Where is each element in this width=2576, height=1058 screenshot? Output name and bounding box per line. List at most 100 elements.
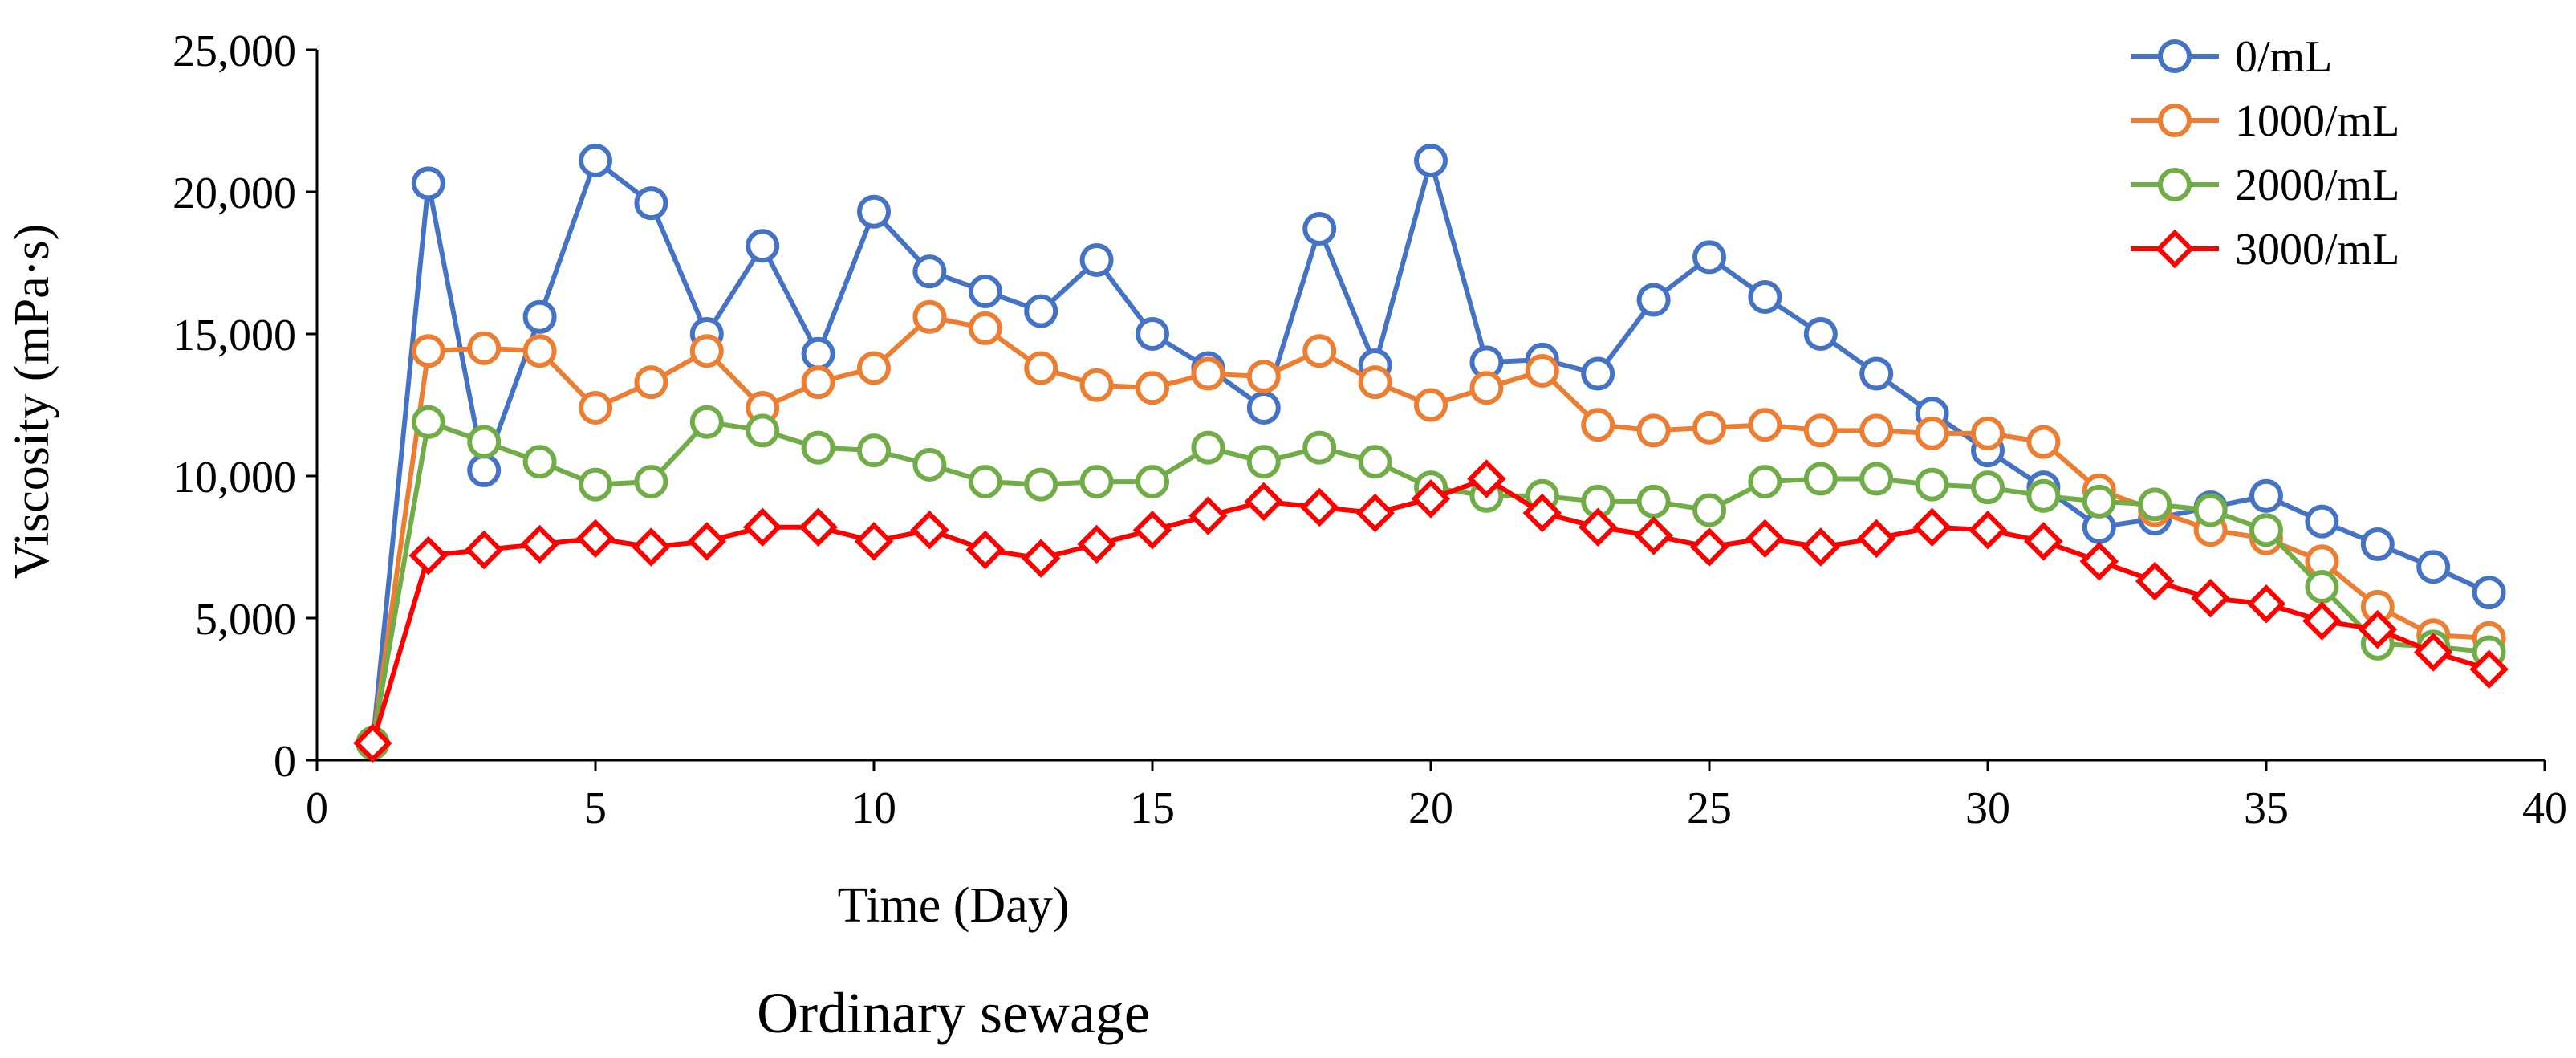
data-point-3000-per-ml	[2302, 601, 2342, 641]
data-point-1000-per-ml	[2026, 425, 2061, 459]
data-point-0-per-ml	[857, 194, 891, 229]
data-point-3000-per-ml	[687, 522, 727, 561]
data-point-1000-per-ml	[1748, 408, 1782, 442]
y-axis-title: Viscosity (mPa·s)	[5, 224, 59, 579]
data-point-2000-per-ml	[1915, 467, 1949, 502]
legend-label: 2000/mL	[2235, 161, 2399, 210]
data-point-2000-per-ml	[1803, 462, 1838, 496]
data-point-0-per-ml	[1636, 283, 1671, 317]
data-point-0-per-ml	[1692, 240, 1726, 275]
data-point-1000-per-ml	[1803, 413, 1838, 448]
data-point-2000-per-ml	[1024, 467, 1058, 502]
data-point-0-per-ml	[1136, 317, 1169, 351]
data-point-3000-per-ml	[798, 507, 838, 547]
data-point-2000-per-ml	[1859, 462, 1894, 496]
data-point-1000-per-ml	[689, 334, 724, 368]
data-point-0-per-ml	[968, 274, 1002, 308]
data-point-3000-per-ml	[1077, 524, 1116, 564]
data-point-1000-per-ml	[1302, 334, 1337, 368]
data-point-1000-per-ml	[634, 365, 668, 400]
data-point-0-per-ml	[1414, 144, 1448, 178]
x-tick-label: 0	[306, 783, 328, 833]
data-point-2000-per-ml	[2082, 484, 2116, 519]
data-point-1000-per-ml	[1692, 410, 1726, 445]
data-point-1000-per-ml	[1971, 416, 2005, 450]
data-point-3000-per-ml	[2024, 522, 2063, 561]
data-point-0-per-ml	[1803, 317, 1838, 351]
data-point-2000-per-ml	[411, 405, 445, 439]
data-point-2000-per-ml	[1692, 493, 1726, 527]
data-point-3000-per-ml	[965, 530, 1006, 570]
data-point-0-per-ml	[522, 299, 557, 334]
data-point-3000-per-ml	[2358, 609, 2398, 649]
data-point-2000-per-ml	[689, 405, 724, 439]
legend-label: 1000/mL	[2235, 96, 2399, 146]
chart-caption: Ordinary sewage	[757, 981, 1150, 1045]
series-line-1000-per-ml	[370, 314, 2489, 744]
data-point-2000-per-ml	[1636, 484, 1671, 519]
data-point-3000-per-ml	[2135, 561, 2175, 601]
data-point-0-per-ml	[801, 336, 835, 371]
data-point-1000-per-ml	[411, 334, 445, 368]
series-3000-per-ml	[353, 459, 2509, 763]
data-point-1000-per-ml	[1024, 351, 1058, 385]
data-point-1000-per-ml	[467, 331, 502, 365]
data-point-3000-per-ml	[1689, 527, 1729, 567]
data-point-1000-per-ml	[1079, 368, 1114, 402]
data-point-0-per-ml	[1024, 294, 1058, 328]
data-point-0-per-ml	[2472, 576, 2506, 610]
data-point-0-per-ml	[411, 166, 445, 201]
y-tick-label: 20,000	[173, 169, 296, 218]
data-point-2000-per-ml	[801, 430, 835, 465]
data-point-0-per-ml	[2416, 550, 2451, 584]
x-tick-label: 15	[1130, 783, 1175, 833]
data-point-0-per-ml	[467, 453, 502, 487]
legend-item-1000-per-ml: 1000/mL	[2131, 96, 2399, 146]
data-point-2000-per-ml	[1302, 430, 1337, 465]
data-point-2000-per-ml	[912, 447, 947, 482]
data-point-3000-per-ml	[742, 507, 782, 547]
data-point-2000-per-ml	[2249, 513, 2283, 547]
data-point-0-per-ml	[1302, 212, 1337, 246]
data-point-3000-per-ml	[2191, 578, 2230, 618]
data-point-3000-per-ml	[1411, 479, 1451, 519]
data-point-3000-per-ml	[464, 530, 504, 570]
data-point-3000-per-ml	[575, 519, 616, 559]
legend: 0/mL 1000/mL 2000/mL 3000/mL	[2131, 32, 2399, 275]
data-point-3000-per-ml	[1355, 493, 1395, 533]
data-point-3000-per-ml	[1132, 511, 1172, 550]
x-tick-labels: 0 5 10 15 20 25 30 35 40	[306, 783, 2567, 833]
legend-item-3000-per-ml: 3000/mL	[2131, 225, 2399, 275]
series-1000-per-ml	[356, 299, 2506, 760]
data-point-2000-per-ml	[968, 465, 1002, 499]
data-point-1000-per-ml	[1469, 371, 1504, 405]
data-point-0-per-ml	[2249, 478, 2283, 513]
data-point-3000-per-ml	[1856, 519, 1896, 559]
y-tick-label: 0	[274, 737, 296, 787]
x-tick-label: 35	[2244, 783, 2289, 833]
data-point-2000-per-ml	[1971, 470, 2005, 505]
data-point-3000-per-ml	[632, 527, 671, 567]
data-point-3000-per-ml	[1634, 516, 1673, 555]
data-point-2000-per-ml	[522, 445, 557, 479]
legend-swatch-marker	[2158, 168, 2192, 201]
data-point-0-per-ml	[1748, 279, 1782, 314]
data-point-3000-per-ml	[1578, 507, 1618, 547]
data-point-2000-per-ml	[2193, 493, 2228, 527]
data-point-1000-per-ml	[1136, 371, 1169, 405]
series-layer	[353, 144, 2509, 763]
data-point-3000-per-ml	[910, 511, 949, 550]
x-tick-label: 25	[1687, 783, 1732, 833]
x-tick-label: 30	[1965, 783, 2010, 833]
legend-swatch-marker	[2158, 39, 2192, 73]
data-point-1000-per-ml	[1246, 360, 1281, 394]
legend-swatch-marker	[2158, 104, 2192, 137]
data-point-0-per-ml	[1581, 356, 1615, 391]
data-point-0-per-ml	[579, 144, 612, 178]
data-point-3000-per-ml	[2469, 649, 2509, 689]
data-point-3000-per-ml	[1021, 539, 1061, 578]
data-point-1000-per-ml	[1581, 408, 1615, 442]
data-point-1000-per-ml	[1358, 365, 1392, 400]
y-tick-label: 5,000	[195, 595, 296, 645]
data-point-2000-per-ml	[467, 425, 502, 459]
